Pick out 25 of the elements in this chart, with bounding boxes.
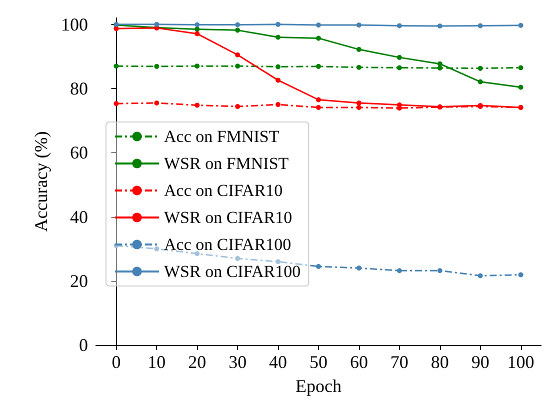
x-tick-label: 40	[269, 352, 288, 372]
x-tick-label: 10	[148, 352, 166, 372]
legend-label: Acc on CIFAR100	[164, 235, 292, 254]
y-tick-label: 0	[79, 335, 88, 355]
x-tick-label: 30	[228, 352, 247, 372]
x-tick-label: 0	[112, 352, 121, 372]
y-axis-title: Accuracy (%)	[31, 131, 52, 232]
y-tick-label: 20	[70, 270, 88, 291]
x-tick-label: 80	[430, 352, 449, 372]
x-tick-label: 70	[390, 352, 408, 372]
legend-label: WSR on CIFAR100	[164, 262, 301, 281]
x-tick-label: 50	[310, 352, 328, 372]
x-axis-title: Epoch	[296, 376, 342, 396]
legend-label: Acc on FMNIST	[164, 127, 280, 146]
legend-label: Acc on CIFAR10	[164, 181, 283, 200]
legend-label: WSR on CIFAR10	[164, 208, 292, 227]
x-tick-label: 90	[471, 352, 490, 372]
y-tick-label: 80	[70, 78, 88, 99]
x-tick-label: 100	[507, 352, 534, 372]
x-tick-label: 20	[188, 352, 206, 372]
x-tick-label: 60	[350, 352, 368, 372]
y-tick-label: 100	[61, 14, 88, 34]
y-tick-label: 60	[70, 142, 88, 163]
legend-label: WSR on FMNIST	[164, 154, 290, 173]
y-tick-label: 40	[70, 206, 88, 227]
